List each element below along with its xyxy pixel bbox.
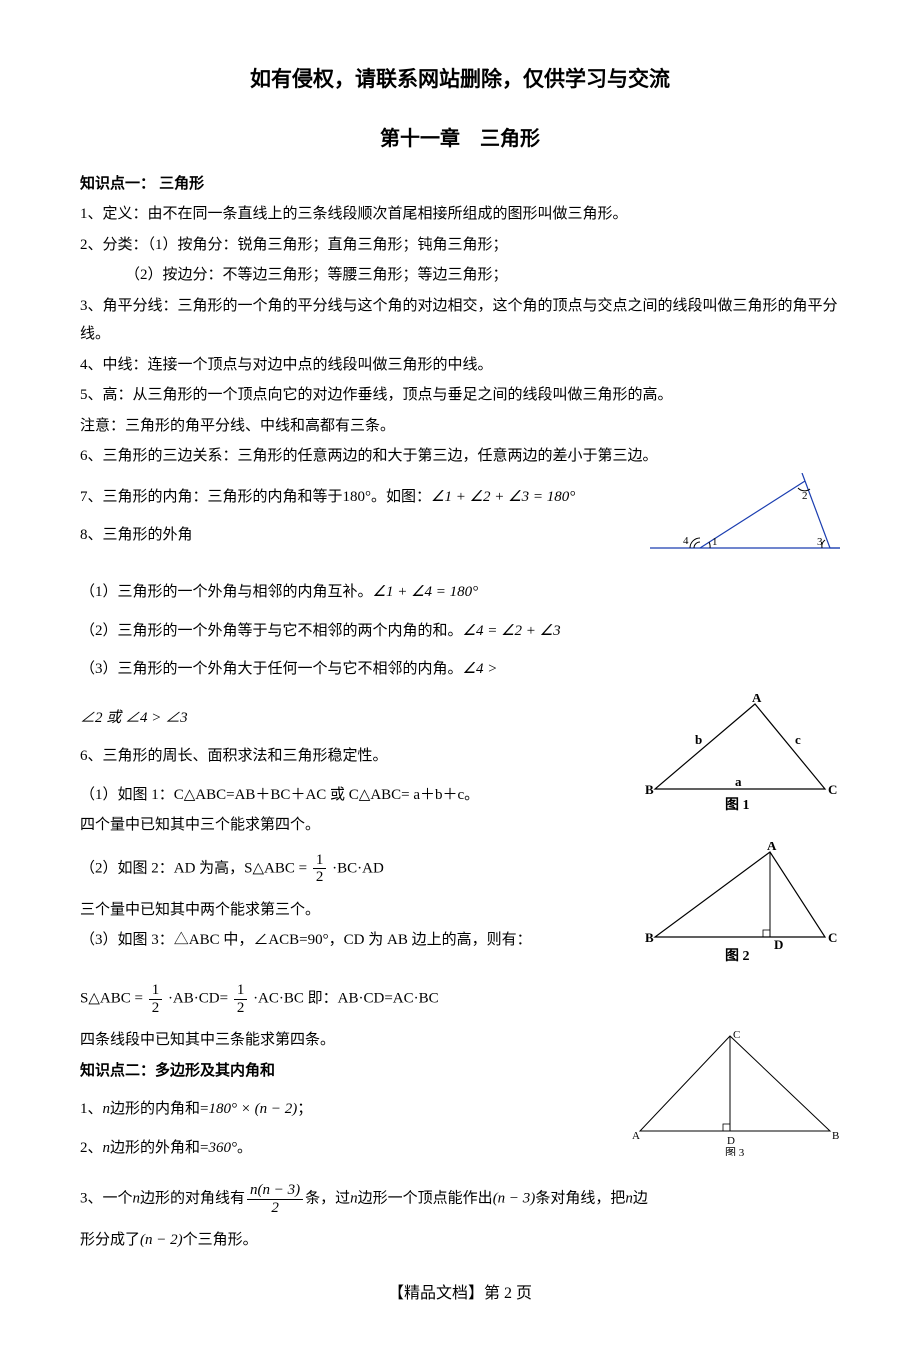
kp2-2: 2、n边形的外角和=360°。 — [80, 1134, 620, 1163]
p8-3eq2: ∠2 或 ∠4 > ∠3 — [80, 710, 188, 726]
kp2-2-n: n — [103, 1140, 111, 1156]
p8-3a: （3）三角形的一个外角大于任何一个与它不相邻的内角。 — [80, 661, 463, 677]
kp2-3g: 形分成了 — [80, 1232, 140, 1248]
kp2-3f: 边 — [633, 1191, 648, 1207]
kp2-3a: 3、一个 — [80, 1191, 133, 1207]
frac-half-1: 12 — [313, 852, 327, 886]
p6b-2a: （2）如图 2：AD 为高，S△ABC = — [80, 860, 307, 876]
kp2-3h: 个三角形。 — [183, 1232, 258, 1248]
p3: 3、角平分线：三角形的一个角的平分线与这个角的对边相交，这个角的顶点与交点之间的… — [80, 292, 840, 349]
disclaimer-header: 如有侵权，请联系网站删除，仅供学习与交流 — [80, 60, 840, 100]
kp2-3c: 条，过 — [305, 1191, 350, 1207]
p8-2a: （2）三角形的一个外角等于与它不相邻的两个内角的和。 — [80, 623, 463, 639]
fig1-A: A — [752, 694, 762, 705]
fig1-C: C — [828, 782, 837, 797]
kp2-1b: 边形的内角和= — [110, 1101, 208, 1117]
p6b-3b-b: ·AB·CD= — [168, 991, 228, 1007]
kp2-3-n2: n — [350, 1191, 358, 1207]
p6b-3b: S△ABC = 12 ·AB·CD= 12 ·AC·BC 即：AB·CD=AC·… — [80, 982, 840, 1016]
kp2-1a: 1、 — [80, 1101, 103, 1117]
angle-3: 3 — [817, 536, 823, 548]
p4: 4、中线：连接一个顶点与对边中点的线段叫做三角形的中线。 — [80, 351, 840, 380]
p8-3-cont: ∠2 或 ∠4 > ∠3 — [80, 704, 630, 733]
p7-b: 。如图： — [371, 489, 431, 505]
p5b: 注意：三角形的角平分线、中线和高都有三条。 — [80, 412, 840, 441]
fig3: C A B D 图 3 — [630, 1026, 840, 1167]
angle-1: 1 — [712, 536, 718, 548]
p7: 7、三角形的内角：三角形的内角和等于180°。如图：∠1 + ∠2 + ∠3 =… — [80, 483, 640, 512]
kp2-3eq3: (n − 2) — [140, 1232, 183, 1248]
fig2-A: A — [767, 842, 777, 853]
p8-3: （3）三角形的一个外角大于任何一个与它不相邻的内角。∠4 > — [80, 655, 840, 684]
fig2: A B C D 图 2 — [640, 842, 840, 973]
fig2-caption: 图 2 — [725, 948, 750, 962]
frac-half-3: 12 — [234, 982, 248, 1016]
p6b-2b: ·BC·AD — [332, 860, 384, 876]
kp2-2a: 2、 — [80, 1140, 103, 1156]
p1: 1、定义：由不在同一条直线上的三条线段顺次首尾相接所组成的图形叫做三角形。 — [80, 200, 840, 229]
kp2-3eq2: (n − 3) — [493, 1191, 536, 1207]
p8: 8、三角形的外角 — [80, 521, 640, 550]
angle-4: 4 — [683, 535, 689, 547]
p7-deg: 180° — [343, 489, 372, 505]
kp2-3e: 条对角线，把 — [535, 1191, 625, 1207]
fig1-c: c — [795, 732, 801, 747]
p8-1eq: ∠1 + ∠4 = 180° — [373, 584, 479, 600]
fig3-C: C — [733, 1029, 740, 1041]
p6b-3b-a: S△ABC = — [80, 991, 143, 1007]
p7-a: 7、三角形的内角：三角形的内角和等于 — [80, 489, 343, 505]
p8-1a: （1）三角形的一个外角与相邻的内角互补。 — [80, 584, 373, 600]
fig3-B: B — [832, 1130, 839, 1142]
kp2-3d: 边形一个顶点能作出 — [358, 1191, 493, 1207]
kp2-3-n3: n — [625, 1191, 633, 1207]
p6b-1: （1）如图 1：C△ABC=AB＋BC＋AC 或 C△ABC= a＋b＋c。 — [80, 781, 630, 810]
p6b-3: （3）如图 3：△ABC 中，∠ACB=90°，CD 为 AB 边上的高，则有： — [80, 926, 630, 955]
p7-eq: ∠1 + ∠2 + ∠3 = 180° — [431, 489, 575, 505]
kp2-2c: 。 — [237, 1140, 252, 1156]
kp2-2eq: 360° — [208, 1140, 237, 1156]
p5: 5、高：从三角形的一个顶点向它的对边作垂线，顶点与垂足之间的线段叫做三角形的高。 — [80, 381, 840, 410]
kp2-1-n: n — [103, 1101, 111, 1117]
fig3-A: A — [632, 1130, 640, 1142]
p6b: 6、三角形的周长、面积求法和三角形稳定性。 — [80, 742, 630, 771]
p8-2: （2）三角形的一个外角等于与它不相邻的两个内角的和。∠4 = ∠2 + ∠3 — [80, 617, 840, 646]
p6b-2c: 三个量中已知其中两个能求第三个。 — [80, 896, 630, 925]
fig3-caption: 图 3 — [725, 1146, 745, 1156]
chapter-title: 第十一章 三角形 — [80, 120, 840, 158]
kp2-1c: ； — [297, 1101, 312, 1117]
diag-frac: n(n − 3)2 — [247, 1182, 303, 1216]
kp2-1eq: 180° × (n − 2) — [208, 1101, 297, 1117]
p6b-1b: 四个量中已知其中三个能求第四个。 — [80, 811, 630, 840]
p2b: （2）按边分：不等边三角形；等腰三角形；等边三角形； — [80, 261, 840, 290]
page-footer: 【精品文档】第 2 页 — [80, 1279, 840, 1309]
p8-3eq: ∠4 > — [463, 661, 498, 677]
kp2-3-n1: n — [133, 1191, 141, 1207]
fig1-caption: 图 1 — [725, 797, 750, 813]
p6b-2: （2）如图 2：AD 为高，S△ABC = 12 ·BC·AD — [80, 852, 630, 886]
kp2-3-line2: 形分成了(n − 2)个三角形。 — [80, 1226, 840, 1255]
kp2-3b: 边形的对角线有 — [140, 1191, 245, 1207]
fig1-a: a — [735, 774, 742, 789]
p2: 2、分类：（1）按角分：锐角三角形；直角三角形；钝角三角形； — [80, 231, 840, 260]
fig1-b: b — [695, 732, 702, 747]
kp2-3: 3、一个n边形的对角线有n(n − 3)2条，过n边形一个顶点能作出(n − 3… — [80, 1182, 840, 1216]
kp1-title: 知识点一： 三角形 — [80, 170, 840, 199]
p6b-3c: 四条线段中已知其中三条能求第四条。 — [80, 1026, 620, 1055]
fig1: A B C b c a 图 1 — [640, 694, 840, 825]
kp2-title: 知识点二：多边形及其内角和 — [80, 1057, 620, 1086]
angle-2: 2 — [802, 490, 808, 502]
fig2-D: D — [774, 937, 783, 952]
frac-half-2: 12 — [149, 982, 163, 1016]
fig-angle: 1 2 3 4 — [650, 473, 840, 569]
fig2-C: C — [828, 930, 837, 945]
p6b-3b-c: ·AC·BC 即：AB·CD=AC·BC — [253, 991, 439, 1007]
p8-1: （1）三角形的一个外角与相邻的内角互补。∠1 + ∠4 = 180° — [80, 578, 840, 607]
fig3-D: D — [727, 1135, 735, 1147]
fig1-B: B — [645, 782, 654, 797]
kp2-2b: 边形的外角和= — [110, 1140, 208, 1156]
p8-2eq: ∠4 = ∠2 + ∠3 — [463, 623, 561, 639]
kp2-1: 1、n边形的内角和=180° × (n − 2)； — [80, 1095, 620, 1124]
fig2-B: B — [645, 930, 654, 945]
p6: 6、三角形的三边关系：三角形的任意两边的和大于第三边，任意两边的差小于第三边。 — [80, 442, 840, 471]
